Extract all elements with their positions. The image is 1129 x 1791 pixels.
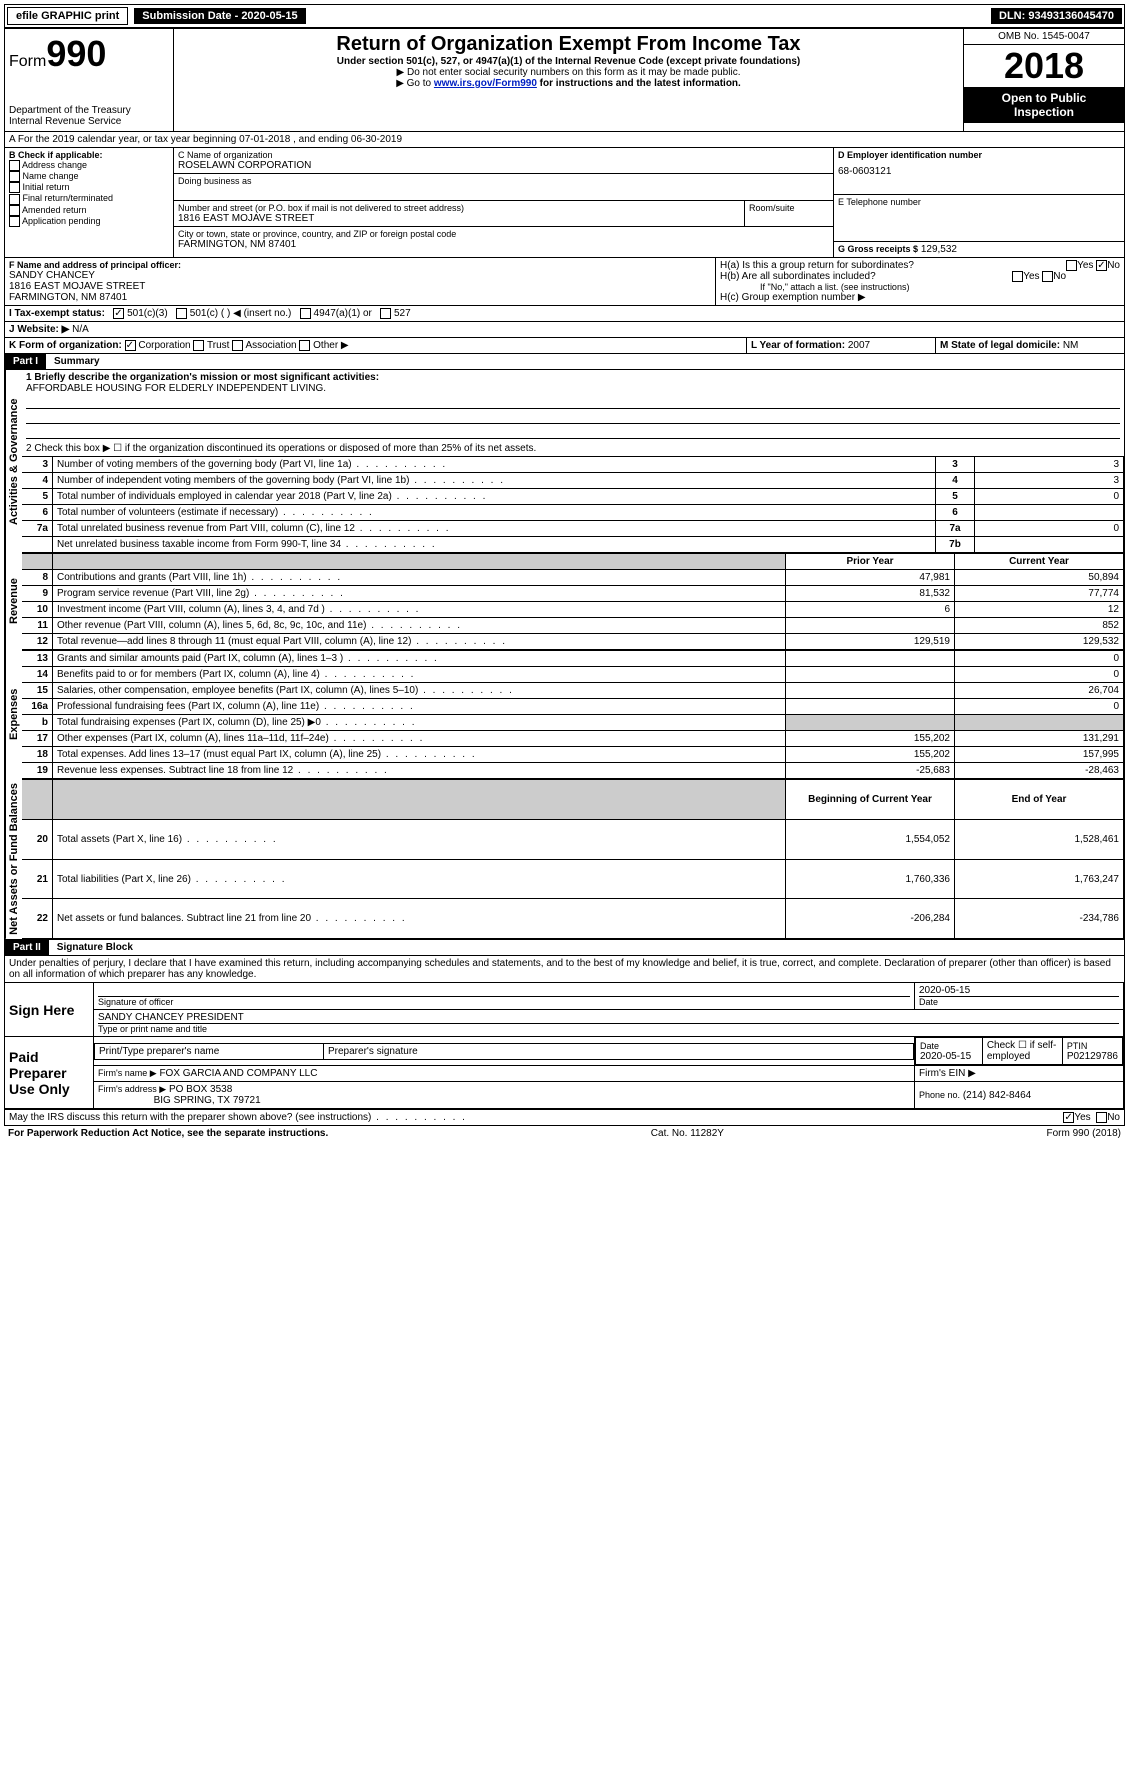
tax-year: 2018 [964,45,1124,87]
501c3-check[interactable] [113,308,124,319]
vert-revenue: Revenue [5,553,22,650]
f-label: F Name and address of principal officer: [9,260,711,270]
dln-label: DLN: 93493136045470 [991,8,1122,24]
h-note: If "No," attach a list. (see instruction… [720,282,1120,292]
officer-addr1: 1816 EAST MOJAVE STREET [9,281,711,292]
section-j: J Website: ▶ N/A [5,321,1124,337]
line2: 2 Check this box ▶ ☐ if the organization… [22,441,1124,456]
form-subtitle: Under section 501(c), 527, or 4947(a)(1)… [178,56,959,67]
net-assets-table: Beginning of Current YearEnd of Year20To… [22,779,1124,939]
expense-table: 13Grants and similar amounts paid (Part … [22,650,1124,779]
vert-net: Net Assets or Fund Balances [5,779,22,939]
vert-expenses: Expenses [5,650,22,779]
section-m: M State of legal domicile: NM [935,338,1124,353]
top-bar: efile GRAPHIC print Submission Date - 20… [4,4,1125,28]
checkbox-option: Final return/terminated [9,193,169,204]
h-b: H(b) Are all subordinates included? Yes … [720,271,1120,282]
ein: 68-0603121 [838,166,1120,177]
org-name: ROSELAWN CORPORATION [178,160,829,171]
open-public: Open to Public [968,91,1120,105]
h-a: H(a) Is this a group return for subordin… [720,260,1120,271]
form-title: Return of Organization Exempt From Incom… [178,33,959,56]
revenue-table: Prior YearCurrent Year8Contributions and… [22,553,1124,650]
org-city: FARMINGTON, NM 87401 [178,239,829,250]
part1-title: Summary [54,356,100,367]
signature-table: Sign Here Signature of officer 2020-05-1… [5,982,1124,1109]
section-k: K Form of organization: Corporation Trus… [5,338,746,353]
inspection: Inspection [968,105,1120,119]
part2-header: Part II [5,940,49,955]
officer-addr2: FARMINGTON, NM 87401 [9,292,711,303]
d-label: D Employer identification number [838,150,1120,160]
mission-text: AFFORDABLE HOUSING FOR ELDERLY INDEPENDE… [26,383,1120,394]
checkbox-option: Amended return [9,205,169,216]
h-c: H(c) Group exemption number ▶ [720,292,1120,303]
vert-governance: Activities & Governance [5,370,22,553]
section-l: L Year of formation: 2007 [746,338,935,353]
checkbox-option: Initial return [9,182,169,193]
form-number: 990 [46,33,106,74]
section-i: I Tax-exempt status: 501(c)(3) 501(c) ( … [5,305,1124,321]
gross-receipts: 129,532 [921,244,957,255]
checkbox-option: Name change [9,171,169,182]
note-goto: ▶ Go to www.irs.gov/Form990 for instruct… [178,78,959,89]
irs-link[interactable]: www.irs.gov/Form990 [434,78,537,89]
form-prefix: Form [9,53,46,70]
org-address: 1816 EAST MOJAVE STREET [178,213,740,224]
discuss-row: May the IRS discuss this return with the… [5,1109,1124,1125]
governance-table: 3Number of voting members of the governi… [22,456,1124,553]
section-a: A For the 2019 calendar year, or tax yea… [5,131,1124,147]
form-container: Form990 Department of the Treasury Inter… [4,28,1125,1126]
checkbox-option: Address change [9,160,169,171]
irs-label: Internal Revenue Service [9,116,169,127]
submission-date: Submission Date - 2020-05-15 [134,8,305,24]
checkbox-option: Application pending [9,216,169,227]
part2-title: Signature Block [57,942,133,953]
paid-preparer: Paid Preparer Use Only [5,1037,94,1109]
city-label: City or town, state or province, country… [178,229,829,239]
omb-number: OMB No. 1545-0047 [964,29,1124,45]
form-header: Form990 Department of the Treasury Inter… [5,29,1124,131]
footer: For Paperwork Reduction Act Notice, see … [4,1126,1125,1141]
g-label: G Gross receipts $ [838,244,918,254]
part1-header: Part I [5,354,46,369]
dba-label: Doing business as [178,176,829,186]
declaration: Under penalties of perjury, I declare th… [5,955,1124,982]
note-ssn: ▶ Do not enter social security numbers o… [178,67,959,78]
dept-treasury: Department of the Treasury [9,105,169,116]
line1-label: 1 Briefly describe the organization's mi… [26,372,1120,383]
section-b: B Check if applicable: Address change Na… [5,148,174,257]
officer-printed: SANDY CHANCEY PRESIDENT [98,1012,1119,1023]
e-label: E Telephone number [838,197,1120,207]
room-label: Room/suite [749,203,829,213]
efile-label[interactable]: efile GRAPHIC print [7,7,128,25]
c-name-label: C Name of organization [178,150,829,160]
sign-here: Sign Here [5,983,94,1037]
officer-name: SANDY CHANCEY [9,270,711,281]
addr-label: Number and street (or P.O. box if mail i… [178,203,740,213]
